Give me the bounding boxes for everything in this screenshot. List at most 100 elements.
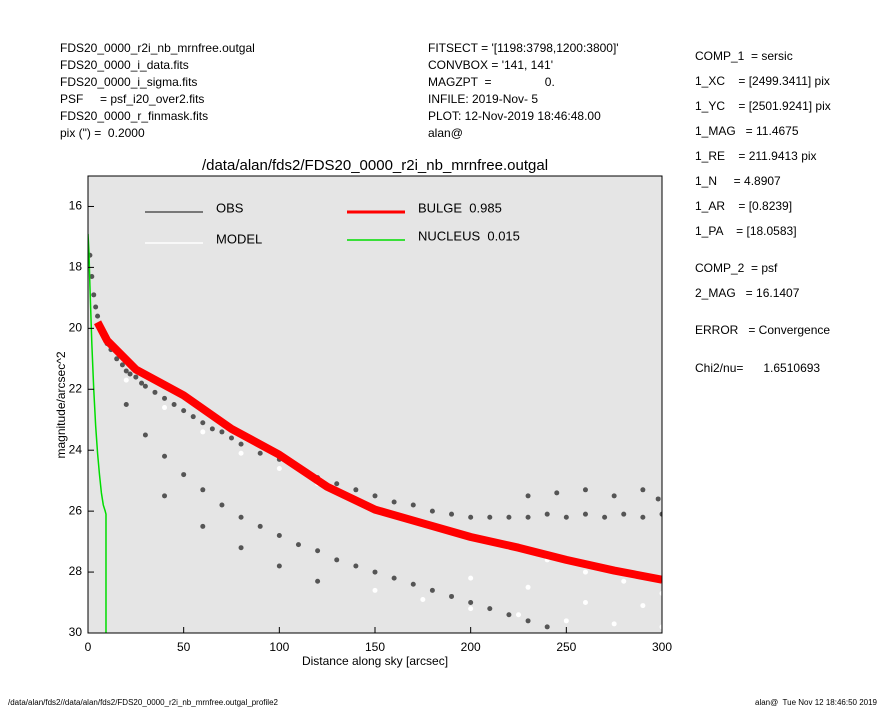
header-middle-line: INFILE: 2019-Nov- 5	[428, 92, 538, 106]
header-left-line: PSF = psf_i20_over2.fits	[60, 92, 204, 106]
data-point	[621, 511, 627, 517]
data-point	[582, 511, 588, 517]
header-right-line: Chi2/nu= 1.6510693	[695, 361, 820, 375]
data-point	[127, 371, 133, 377]
y-tick-label: 22	[69, 381, 83, 395]
data-point	[353, 563, 359, 569]
data-point	[200, 523, 206, 529]
data-point	[238, 450, 244, 456]
header-right-line: 1_RE = 211.9413 pix	[695, 149, 817, 163]
header-right-line: 1_N = 4.8907	[695, 174, 781, 188]
data-point	[114, 356, 120, 362]
header-right-line: 1_XC = [2499.3411] pix	[695, 74, 830, 88]
data-point	[429, 587, 435, 593]
curve	[88, 233, 107, 633]
y-tick-label: 24	[69, 442, 83, 456]
data-point	[582, 600, 588, 606]
data-point	[506, 612, 512, 618]
data-point	[238, 441, 244, 447]
data-point	[544, 624, 550, 630]
data-point	[640, 514, 646, 520]
x-tick-label: 100	[269, 640, 289, 654]
data-point	[162, 453, 168, 459]
data-point	[123, 368, 129, 374]
data-point	[95, 313, 101, 319]
data-point	[410, 502, 416, 508]
data-point	[640, 487, 646, 493]
data-point	[487, 514, 493, 520]
data-point	[142, 432, 148, 438]
footer-left: /data/alan/fds2//data/alan/fds2/FDS20_00…	[8, 698, 279, 707]
legend-label: OBS	[216, 200, 244, 215]
data-point	[238, 545, 244, 551]
data-point	[611, 621, 617, 627]
data-point	[582, 569, 588, 575]
header-left-line: FDS20_0000_i_sigma.fits	[60, 75, 197, 89]
x-tick-label: 50	[177, 640, 191, 654]
header-middle-line: PLOT: 12-Nov-2019 18:46:48.00	[428, 109, 601, 123]
footer-right: alan@ Tue Nov 12 18:46:50 2019	[755, 698, 878, 707]
data-point	[152, 389, 158, 395]
plot-marks	[88, 233, 662, 633]
data-point	[602, 514, 608, 520]
data-point	[449, 511, 455, 517]
data-point	[525, 493, 531, 499]
y-tick-label: 18	[69, 260, 83, 274]
x-tick-label: 300	[652, 640, 672, 654]
data-point	[93, 304, 99, 310]
data-point	[563, 514, 569, 520]
data-point	[142, 383, 148, 389]
header-left-line: FDS20_0000_r2i_nb_mrnfree.outgal	[60, 41, 255, 55]
data-point	[544, 511, 550, 517]
data-point	[659, 511, 662, 517]
legend-label: MODEL	[216, 231, 262, 246]
data-point	[554, 490, 560, 496]
data-point	[372, 569, 378, 575]
header-left-line: FDS20_0000_i_data.fits	[60, 58, 189, 72]
data-point	[276, 465, 282, 471]
data-point	[372, 493, 378, 499]
x-tick-label: 250	[556, 640, 576, 654]
header-right-line: 1_YC = [2501.9241] pix	[695, 99, 831, 113]
data-point	[420, 596, 426, 602]
data-point	[621, 578, 627, 584]
data-point	[315, 578, 321, 584]
data-point	[640, 603, 646, 609]
data-point	[181, 472, 187, 478]
data-point	[229, 435, 234, 441]
header-right-line: 1_AR = [0.8239]	[695, 199, 792, 213]
header-right-line: ERROR = Convergence	[695, 323, 830, 337]
data-point	[162, 493, 168, 499]
data-point	[353, 487, 359, 493]
data-point	[89, 274, 95, 280]
data-point	[525, 584, 531, 590]
data-point	[525, 514, 531, 520]
data-point	[659, 590, 662, 596]
data-point	[611, 493, 617, 499]
legend-label: BULGE 0.985	[418, 200, 502, 215]
header-middle-line: alan@	[428, 126, 463, 140]
data-point	[334, 481, 340, 487]
data-point	[506, 514, 512, 520]
header-left-line: pix (") = 0.2000	[60, 126, 145, 140]
data-point	[372, 587, 378, 593]
data-point	[563, 618, 569, 624]
data-point	[468, 514, 474, 520]
header-middle-line: FITSECT = '[1198:3798,1200:3800]'	[428, 41, 619, 55]
x-tick-label: 200	[461, 640, 481, 654]
y-tick-label: 28	[69, 564, 83, 578]
data-point	[468, 575, 474, 581]
data-point	[162, 405, 168, 411]
data-point	[276, 533, 282, 539]
header-right-line: COMP_2 = psf	[695, 261, 778, 275]
data-point	[123, 402, 129, 407]
data-point	[123, 377, 129, 383]
data-point	[659, 624, 662, 630]
data-point	[449, 593, 455, 599]
header-right-line: 1_PA = [18.0583]	[695, 224, 797, 238]
legend-label: NUCLEUS 0.015	[418, 228, 520, 243]
data-point	[238, 514, 244, 520]
header-left-line: FDS20_0000_r_finmask.fits	[60, 109, 208, 123]
data-point	[91, 292, 97, 298]
y-tick-label: 30	[69, 625, 83, 639]
